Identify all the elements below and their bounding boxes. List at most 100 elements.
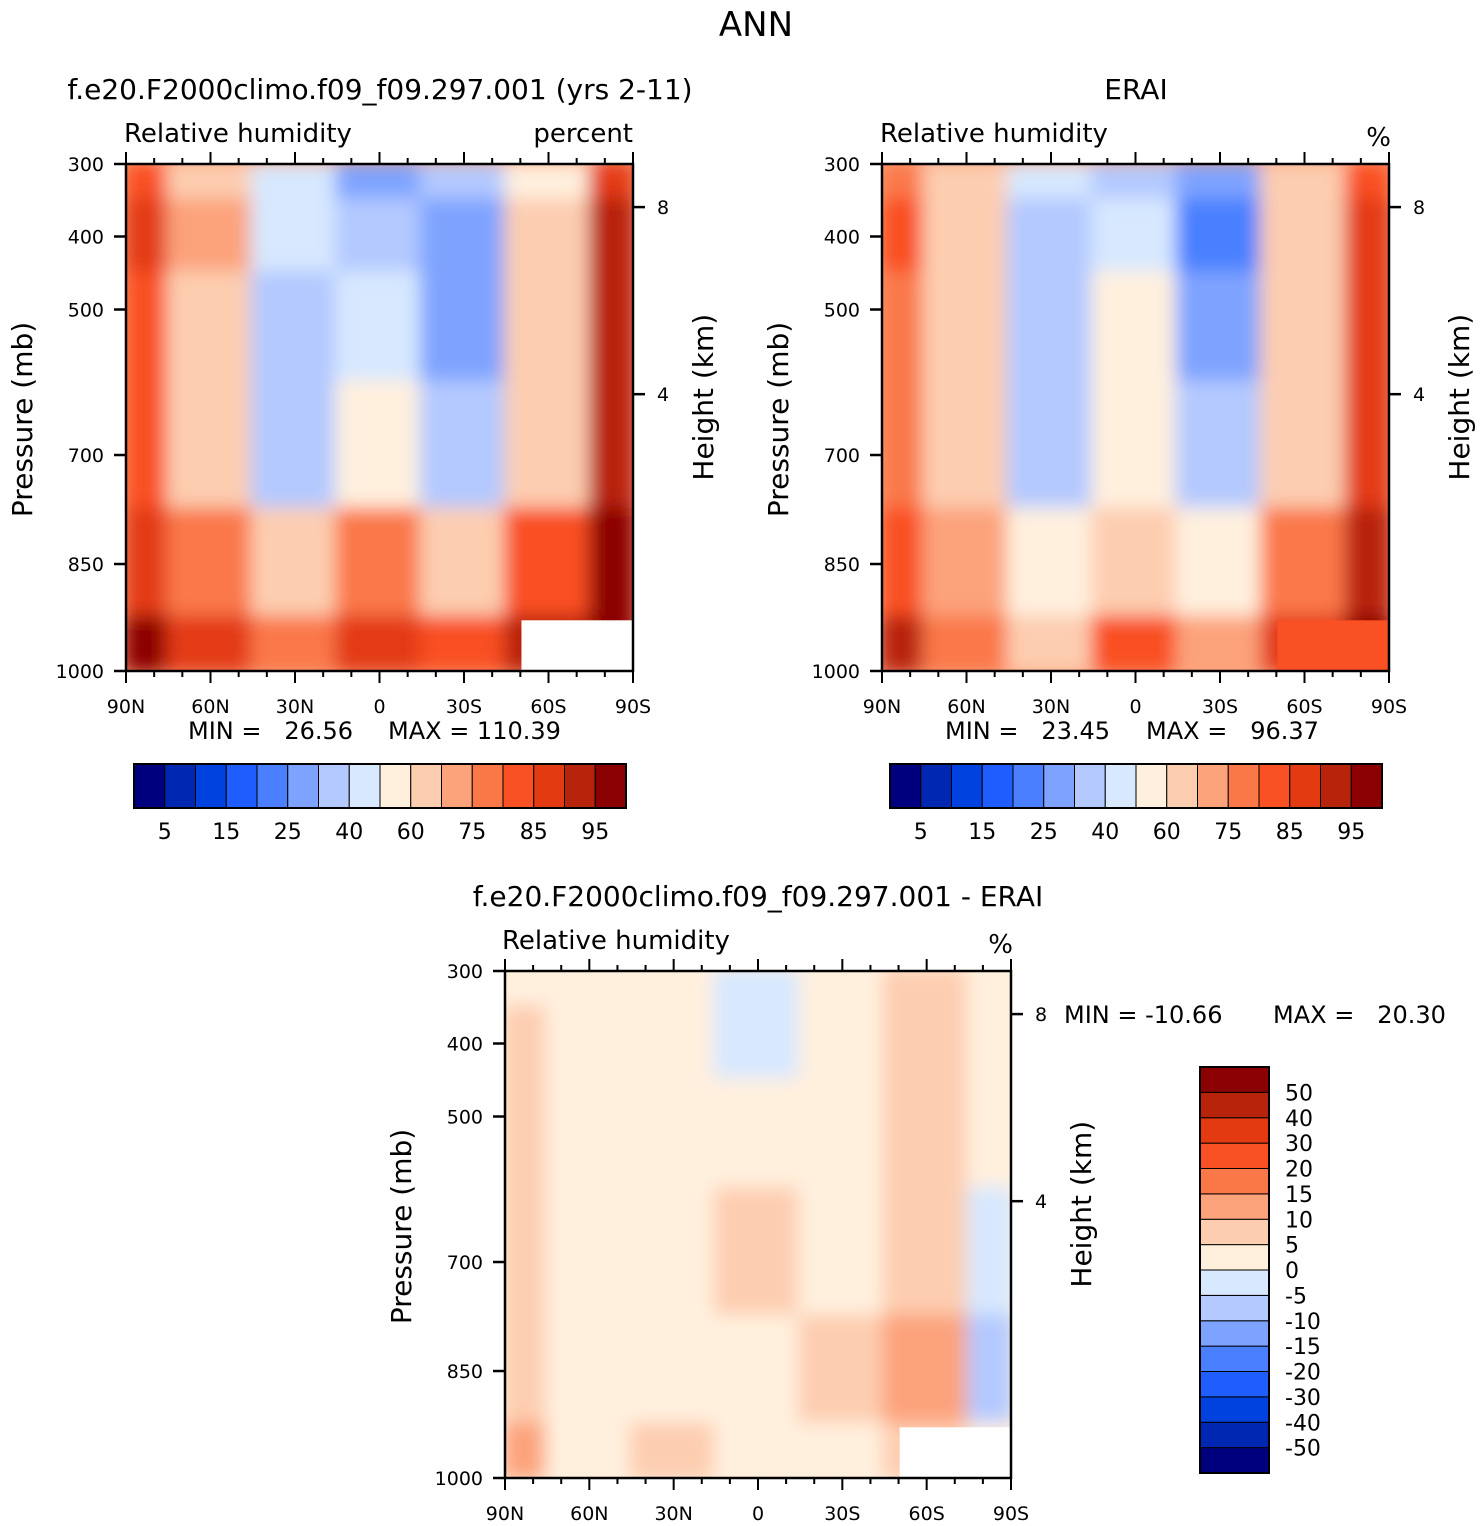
field-cell [250,164,340,203]
field-cell [545,1078,634,1192]
field-cells [882,164,1389,671]
field-cell [922,615,1011,671]
field-cell [1006,164,1096,203]
field-cell [545,1005,634,1083]
height-tick-label: 4 [1035,1191,1047,1213]
colorbar-box [195,763,227,809]
colorbar-box [1043,763,1075,809]
colorbar-box [1012,763,1045,809]
field-cell [882,615,927,671]
lat-tick-label: 0 [1129,696,1141,718]
colorbar-label: 5 [914,820,928,845]
colorbar-box [1199,1320,1270,1347]
panel-header: f.e20.F2000climo.f09_f09.297.001 (yrs 2-… [67,73,692,106]
colorbar-frame [1199,1066,1270,1474]
pressure-tick-label: 700 [824,445,860,467]
colorbar-box [1199,1193,1270,1220]
field-cell [922,271,1011,385]
colorbar-box [1199,1396,1270,1423]
lat-tick-label: 0 [752,1503,764,1525]
lat-tick-label: 90S [993,1503,1029,1525]
field-cell [166,615,255,671]
colorbar-box [1166,763,1198,809]
field-cells [505,971,1011,1478]
colorbar-label: 40 [1091,820,1119,845]
field-cell [250,615,340,671]
field-cell [629,1422,718,1478]
field-cell [713,1078,803,1192]
field-cell [882,971,971,1010]
pressure-tick-label: 1000 [812,661,860,683]
field-cell [922,507,1011,620]
min-label: MIN = 23.45 [945,717,1110,745]
field-cell [126,271,171,385]
colorbar-box [1199,1244,1270,1271]
y-axis-right-label: Height (km) [687,314,720,481]
colorbar-box [1199,1269,1270,1296]
field-cell [126,507,171,620]
colorbar-label: 5 [158,820,172,845]
colorbar-box [920,763,952,809]
lat-tick-label: 90N [107,696,145,718]
panel-model: f.e20.F2000climo.f09_f09.297.001 (yrs 2-… [6,73,720,845]
field-cell [505,1078,550,1192]
colorbar-box [1199,1447,1270,1474]
colorbar-box [1289,763,1321,809]
lat-tick-label: 90N [863,696,901,718]
field-cell [588,198,633,276]
field-cell [1344,271,1389,385]
colorbar-label: 60 [1153,820,1181,845]
field-cell [1091,198,1180,276]
colorbar-label: 30 [1285,1132,1313,1157]
field-cell [505,1314,550,1427]
field-cell [882,271,927,385]
pressure-tick-label: 500 [447,1107,483,1129]
field-cell [504,271,593,385]
field-cell [798,971,887,1010]
pressure-tick-label: 1000 [435,1468,483,1490]
field-cell [1006,615,1096,671]
field-cell [882,198,927,276]
field-cell [629,1078,718,1192]
field-cell [1091,615,1180,671]
min-label: MIN = 26.56 [188,717,353,745]
field-cell [1260,507,1349,620]
height-tick-label: 8 [1035,1004,1047,1026]
field-cell [1344,507,1389,620]
colorbar-box [1199,1117,1270,1144]
colorbar-box [1199,1142,1270,1169]
field-cell [545,1422,634,1478]
colorbar-box [1199,1066,1270,1093]
colorbar-label: -30 [1285,1386,1321,1411]
field-cell [1260,198,1349,276]
field-cell [588,380,633,512]
field-cell [166,198,255,276]
lat-tick-label: 30S [1202,696,1238,718]
y-axis-label: Pressure (mb) [762,322,795,517]
height-tick-label: 8 [657,197,669,219]
units-label: percent [533,119,633,149]
field-cell [335,271,424,385]
field-cell [922,380,1011,512]
colorbar: 5 15 25 40 60 75 85 95 [133,763,627,845]
field-cell [588,271,633,385]
field-cell [166,164,255,203]
colorbar-box [1199,1421,1270,1449]
colorbar-label: 75 [458,820,486,845]
variable-label: Relative humidity [124,119,352,149]
lat-tick-label: 30N [276,696,314,718]
lat-tick-label: 60S [530,696,566,718]
units-label: % [1366,123,1391,153]
min-label: MIN = -10.66 [1064,1001,1222,1029]
colorbar-frame [133,763,627,809]
panel-obs: ERAI Relative humidity % 300400500700850… [762,73,1476,845]
pressure-tick-label: 850 [447,1361,483,1383]
units-label: % [988,930,1013,960]
colorbar-label: 40 [335,820,363,845]
colorbar-label: 0 [1285,1259,1299,1284]
field-cell [713,1422,803,1478]
field-cell [1175,507,1265,620]
